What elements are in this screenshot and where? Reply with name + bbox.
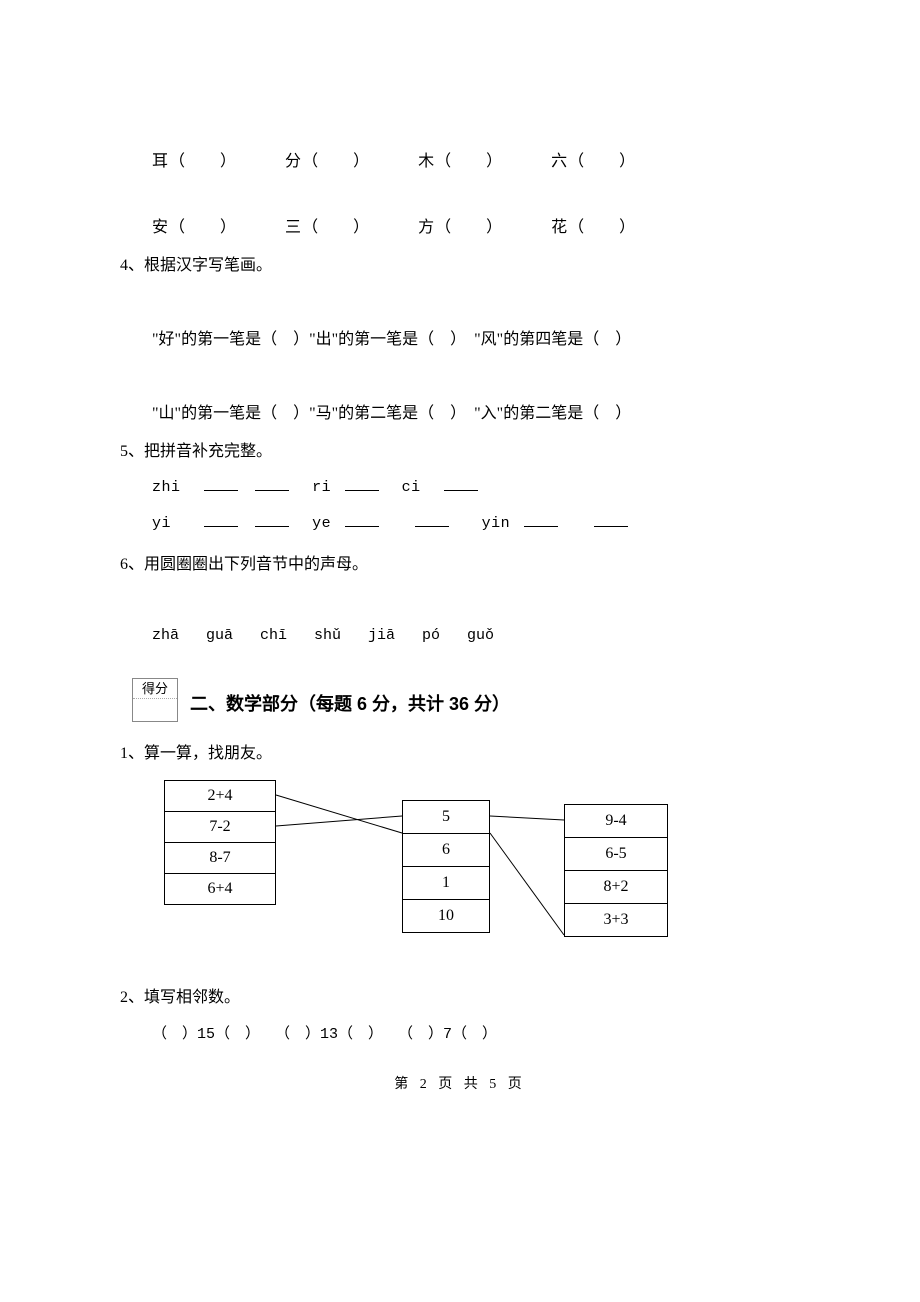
match-cell: 6+4 [165,874,275,904]
blank [594,512,628,527]
blank [444,476,478,491]
score-blank [133,699,177,721]
match-cell: 5 [403,801,489,834]
q5-row2: yi ye yin [152,512,800,536]
match-cell: 6 [403,834,489,867]
match-col-mid: 5 6 1 10 [402,800,490,933]
q6-header: 6、用圆圈圈出下列音节中的声母。 [120,553,800,577]
match-cell: 2+4 [165,781,275,812]
q5-row1: zhi ri ci [152,476,800,500]
blank [255,476,289,491]
q3-row2: 安（ ） 三（ ） 方（ ） 花（ ） [152,216,800,240]
q3-row1: 耳（ ） 分（ ） 木（ ） 六（ ） [152,150,800,174]
pinyin: yi [152,515,171,532]
pinyin: ci [402,479,421,496]
blank [524,512,558,527]
blank [255,512,289,527]
q4-row1: "好"的第一笔是（ ）"出"的第一笔是（ ） "风"的第四笔是（ ） [152,328,800,352]
match-cell: 1 [403,867,489,900]
match-cell: 9-4 [565,805,667,838]
pinyin: ye [312,515,331,532]
match-cell: 8-7 [165,843,275,874]
char-item: 六（ ） [551,153,636,170]
q4-header: 4、根据汉字写笔画。 [120,254,800,278]
char-item: 方（ ） [418,219,495,236]
match-cell: 3+3 [565,904,667,936]
char-item: 安（ ） [152,219,229,236]
blank [345,512,379,527]
match-cell: 7-2 [165,812,275,843]
sq1-header: 1、算一算，找朋友。 [120,742,800,766]
document-page: 耳（ ） 分（ ） 木（ ） 六（ ） 安（ ） 三（ ） 方（ ） 花（ ） … [0,0,920,1135]
blank [204,512,238,527]
blank [415,512,449,527]
pinyin: zhi [152,479,181,496]
match-diagram: 2+4 7-2 8-7 6+4 5 6 1 10 9-4 6-5 8+2 3+3 [164,780,704,960]
section2-header: 得分 二、数学部分（每题 6 分，共计 36 分） [132,678,800,722]
match-col-right: 9-4 6-5 8+2 3+3 [564,804,668,937]
match-cell: 6-5 [565,838,667,871]
char-item: 木（ ） [418,153,495,170]
char-item: 分（ ） [285,153,362,170]
score-box: 得分 [132,678,178,722]
match-cell: 10 [403,900,489,932]
blank [345,476,379,491]
pinyin: ri [312,479,331,496]
match-col-left: 2+4 7-2 8-7 6+4 [164,780,276,905]
q6-syllables: zhā guā chī shǔ jiā pó guǒ [152,625,800,648]
match-cell: 8+2 [565,871,667,904]
char-item: 耳（ ） [152,153,229,170]
sq2-header: 2、填写相邻数。 [120,986,800,1010]
section2-title: 二、数学部分（每题 6 分，共计 36 分） [190,691,510,722]
page-footer: 第 2 页 共 5 页 [120,1074,800,1095]
score-label: 得分 [133,679,177,699]
q5-header: 5、把拼音补充完整。 [120,440,800,464]
char-item: 三（ ） [285,219,362,236]
pinyin: yin [482,515,511,532]
char-item: 花（ ） [551,219,636,236]
q4-row2: "山"的第一笔是（ ）"马"的第二笔是（ ） "入"的第二笔是（ ） [152,402,800,426]
blank [204,476,238,491]
sq2-row: （ ）15（ ） （ ）13（ ） （ ）7（ ） [152,1024,800,1047]
